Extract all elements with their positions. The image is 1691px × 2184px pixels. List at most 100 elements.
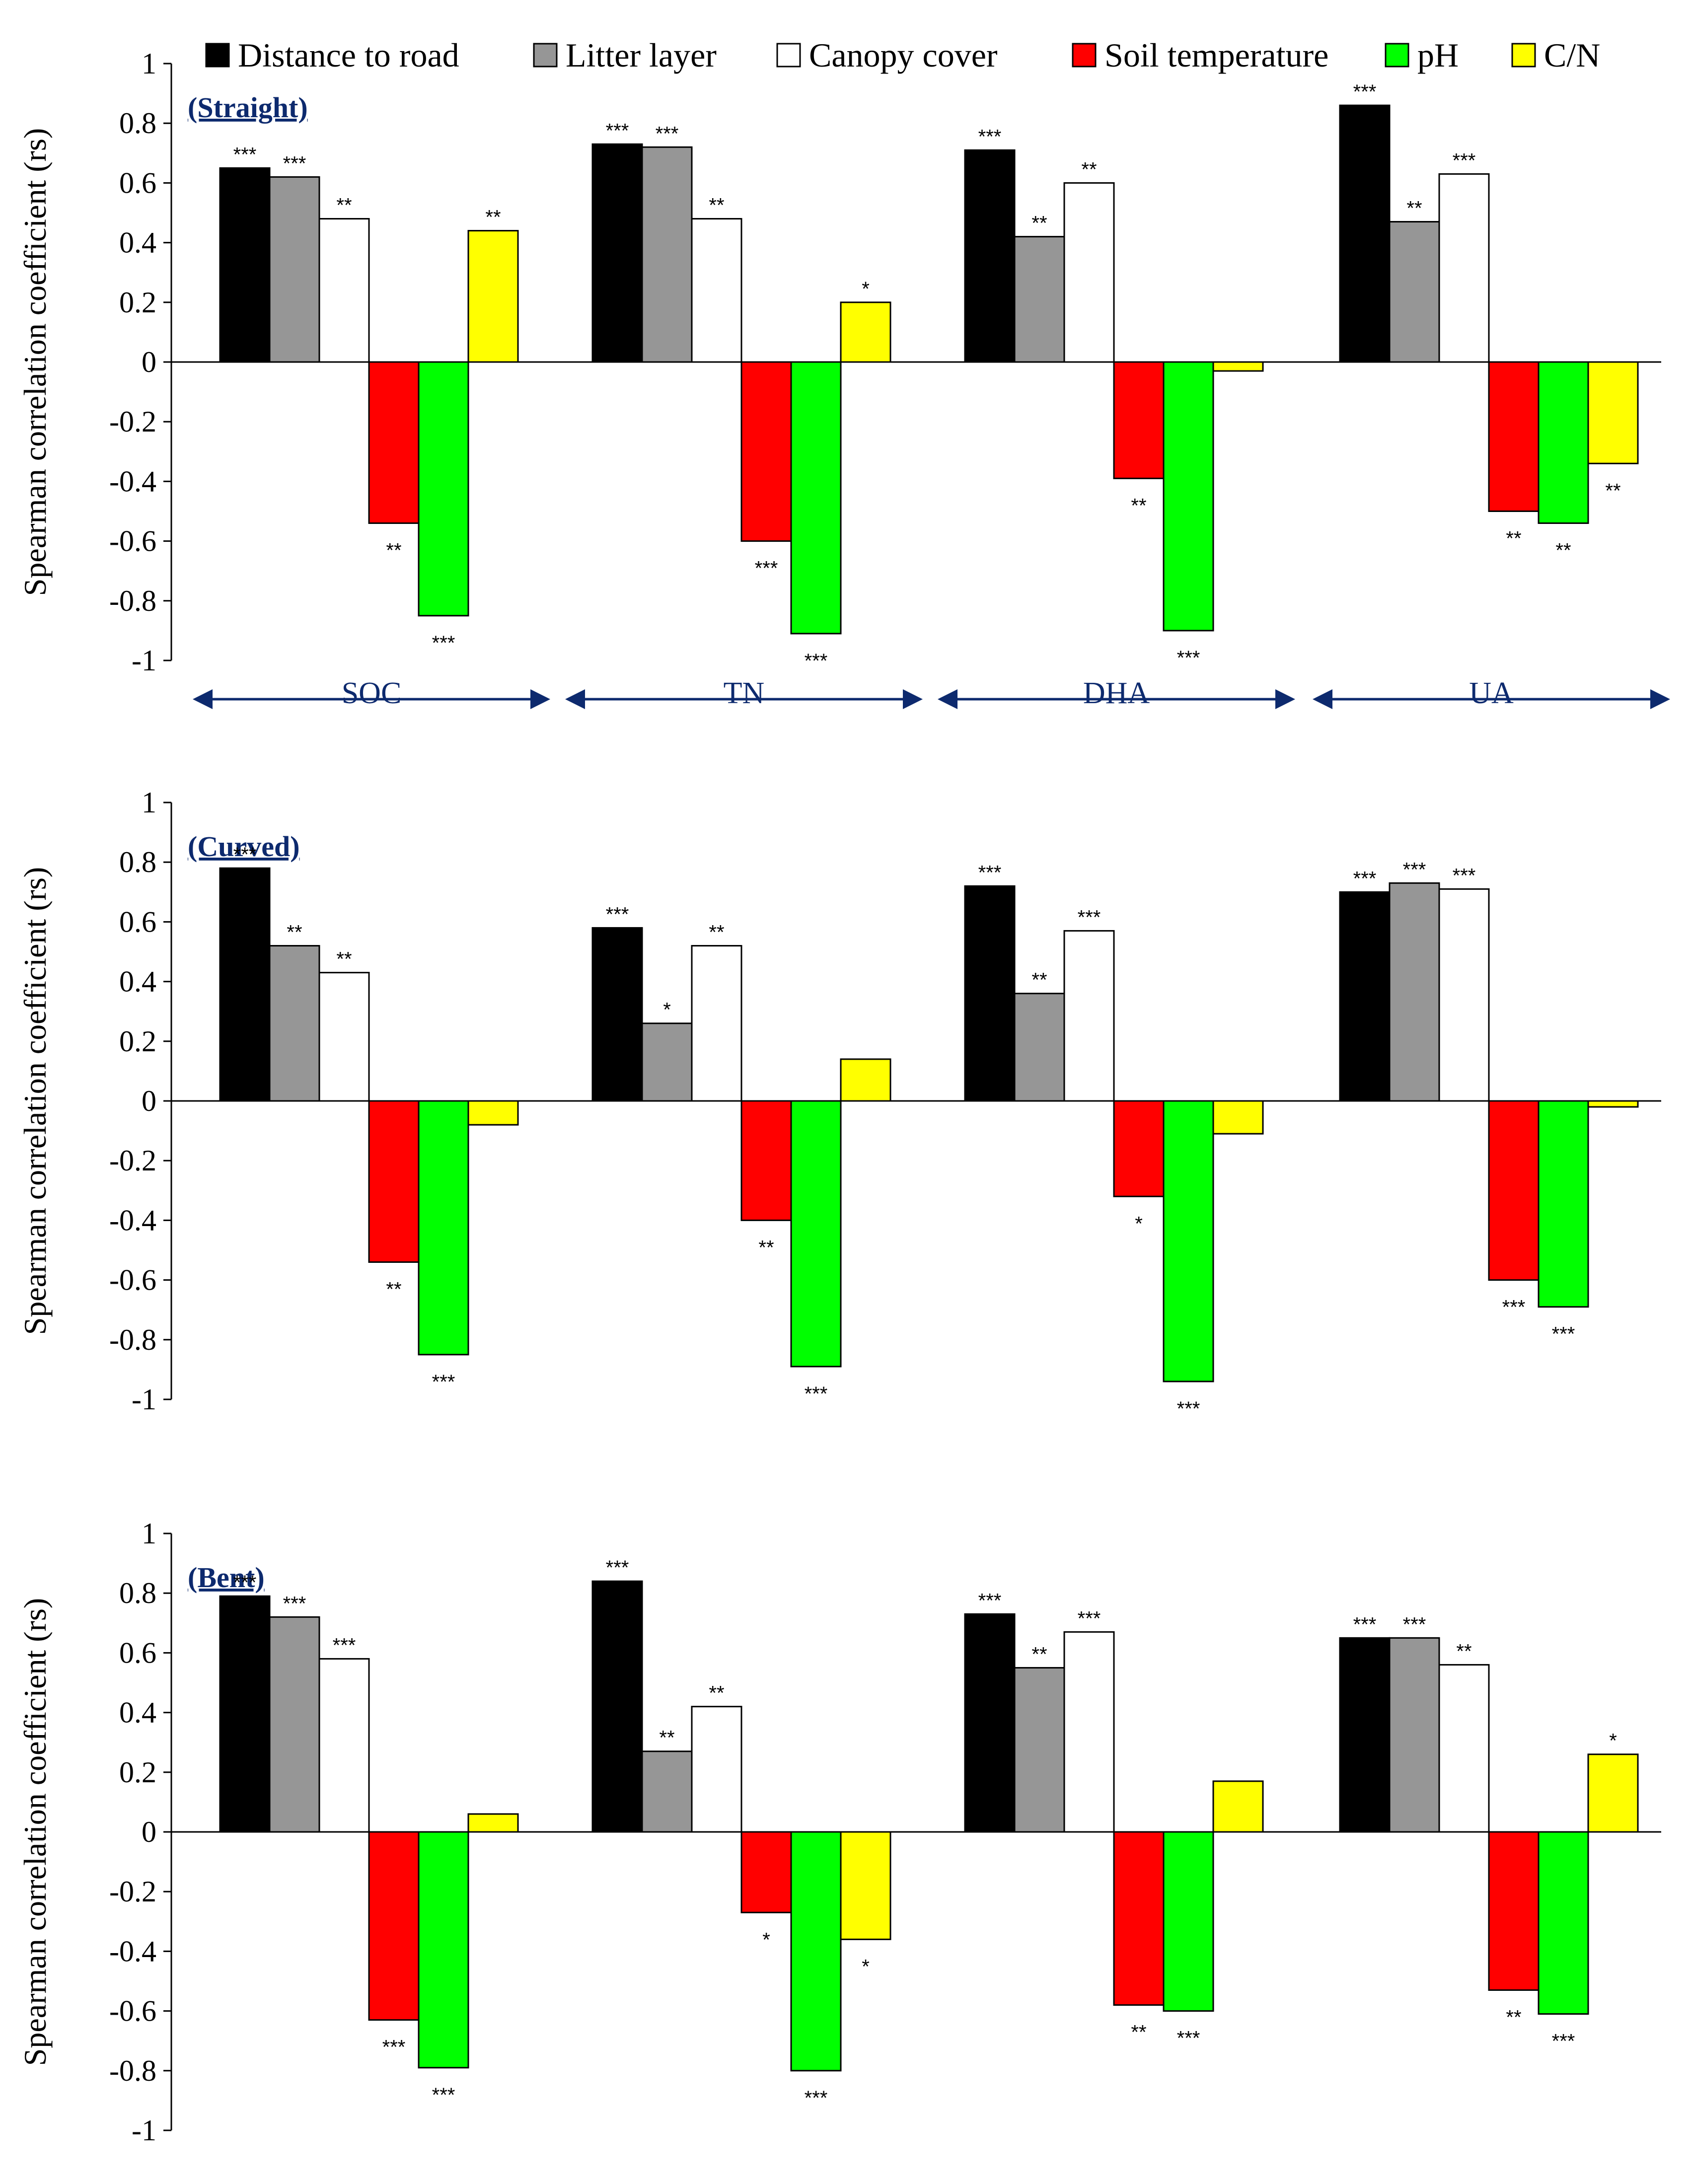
significance-label: *** xyxy=(1453,865,1476,886)
y-tick-label: 0.2 xyxy=(119,286,156,319)
bar xyxy=(1438,888,1490,1102)
significance-label: ** xyxy=(1031,969,1047,991)
bar xyxy=(1014,1667,1065,1833)
chart-panel-2: 1 0.8 0.6 0.4 0.2 0 -0.2 -0.4 -0.6 -0.8 -1 Spearman… xyxy=(17,786,1661,1420)
bar xyxy=(1163,1100,1214,1383)
legend-swatch xyxy=(533,43,558,68)
significance-label: *** xyxy=(805,2087,828,2109)
bar xyxy=(219,167,271,363)
bar xyxy=(1339,891,1391,1102)
bar xyxy=(1014,993,1065,1102)
bar xyxy=(219,1595,271,1833)
significance-label: *** xyxy=(805,650,828,672)
y-tick-label: -0.6 xyxy=(109,1264,156,1297)
y-axis-label: Spearman correlation coefficient (rs) xyxy=(17,867,53,1335)
bar xyxy=(840,1058,891,1102)
significance-label: *** xyxy=(1353,868,1377,889)
y-tick-label: -0.8 xyxy=(109,584,156,617)
bar xyxy=(1063,1631,1115,1833)
y-tick-label: 0.4 xyxy=(119,1696,156,1729)
y-tick-label: 0 xyxy=(142,1816,156,1848)
significance-label: *** xyxy=(656,123,679,145)
significance-label: *** xyxy=(1078,906,1101,928)
bar xyxy=(964,885,1016,1102)
bar xyxy=(269,1616,320,1833)
bar xyxy=(1389,221,1440,363)
bar xyxy=(691,1706,742,1833)
bar xyxy=(691,218,742,363)
significance-label: ** xyxy=(758,1237,774,1258)
y-tick-label: -0.2 xyxy=(109,405,156,438)
significance-label: ** xyxy=(709,195,724,217)
bar xyxy=(1438,1664,1490,1833)
bar xyxy=(740,1831,792,1913)
y-tick-label: 0.6 xyxy=(119,905,156,938)
significance-label: ** xyxy=(1031,1643,1047,1665)
significance-label: * xyxy=(663,999,671,1021)
significance-label: *** xyxy=(233,844,257,866)
y-tick-label: -1 xyxy=(132,2114,156,2147)
bar xyxy=(691,945,742,1102)
significance-label: ** xyxy=(709,1682,724,1704)
y-tick-label: -0.4 xyxy=(109,1935,156,1967)
significance-label: *** xyxy=(606,903,629,925)
bar xyxy=(1488,361,1540,512)
significance-label: ** xyxy=(1131,495,1146,516)
bar xyxy=(740,361,792,542)
y-axis-label: Spearman correlation coefficient (rs) xyxy=(17,128,53,596)
bar xyxy=(1389,1637,1440,1833)
legend-label: Litter layer xyxy=(566,36,717,74)
y-tick-label: -1 xyxy=(132,644,156,677)
y-tick-label: -0.8 xyxy=(109,1323,156,1356)
bar xyxy=(1339,104,1391,363)
bar xyxy=(1538,361,1589,524)
y-tick-label: 0.4 xyxy=(119,965,156,998)
panel-title: (Bent) xyxy=(188,1561,265,1594)
y-tick-label: 1 xyxy=(142,47,156,80)
significance-label: *** xyxy=(606,1557,629,1579)
significance-label: *** xyxy=(1552,2031,1575,2052)
y-tick-label: 0.8 xyxy=(119,846,156,878)
legend-label: pH xyxy=(1417,36,1459,74)
significance-label: ** xyxy=(485,207,501,228)
significance-label: ** xyxy=(1031,213,1047,234)
panel-title: (Straight) xyxy=(188,91,308,124)
bar xyxy=(1488,1100,1540,1281)
bar xyxy=(1587,1100,1639,1108)
bar xyxy=(368,361,420,524)
bar xyxy=(219,867,271,1102)
bar xyxy=(641,1750,693,1833)
y-axis-label: Spearman correlation coefficient (rs) xyxy=(17,1598,53,2066)
significance-label: ** xyxy=(659,1727,674,1749)
y-tick-label: 0.8 xyxy=(119,107,156,140)
y-tick-label: 1 xyxy=(142,786,156,819)
bar xyxy=(318,1658,370,1833)
significance-label: *** xyxy=(1177,1398,1200,1420)
significance-label: *** xyxy=(978,862,1002,883)
significance-label: *** xyxy=(1552,1323,1575,1345)
y-tick-label: 0.6 xyxy=(119,166,156,199)
group-label: DHA xyxy=(1083,676,1150,710)
y-tick-label: -0.4 xyxy=(109,465,156,498)
significance-label: ** xyxy=(1555,540,1571,562)
significance-label: * xyxy=(862,1956,870,1977)
y-tick-label: -0.6 xyxy=(109,525,156,558)
bar xyxy=(964,1613,1016,1833)
bar xyxy=(1113,1100,1165,1197)
bar xyxy=(368,1831,420,2021)
y-tick-label: 0 xyxy=(142,1085,156,1117)
y-tick-label: -0.2 xyxy=(109,1144,156,1177)
significance-label: ** xyxy=(1081,158,1097,180)
significance-label: ** xyxy=(1506,528,1521,550)
significance-label: * xyxy=(1135,1213,1143,1235)
bar xyxy=(1488,1831,1540,1991)
legend: Distance to road Litter layer Canopy cover… xyxy=(205,36,1600,74)
bar xyxy=(467,230,519,363)
significance-label: *** xyxy=(283,1593,306,1614)
y-tick-label: -0.4 xyxy=(109,1204,156,1237)
legend-swatch xyxy=(1385,43,1409,68)
bar xyxy=(1163,1831,1214,2012)
significance-label: *** xyxy=(1078,1607,1101,1629)
bar xyxy=(641,146,693,363)
chart-panel-1: 1 0.8 0.6 0.4 0.2 0 -0.2 -0.4 -0.6 -0.8 -1 Spearman… xyxy=(17,47,1670,710)
